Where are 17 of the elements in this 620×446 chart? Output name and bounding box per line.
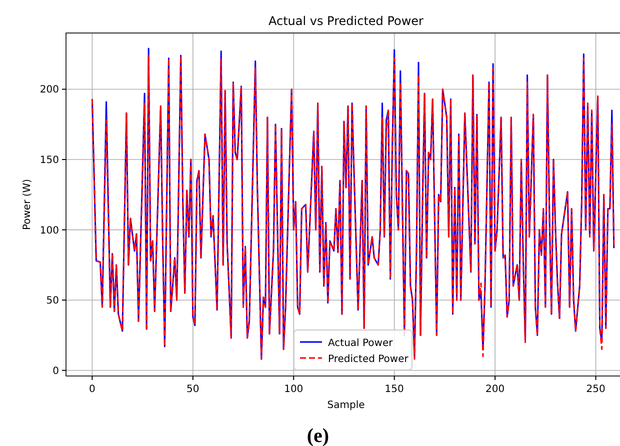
y-tick-label: 50 <box>46 296 59 307</box>
x-tick-label: 50 <box>186 384 200 395</box>
x-tick-label: 200 <box>486 384 505 395</box>
y-tick-label: 100 <box>40 225 59 236</box>
legend-label: Predicted Power <box>328 354 410 365</box>
y-tick-label: 200 <box>40 84 59 96</box>
x-axis-title: Sample <box>327 400 365 411</box>
x-tick-label: 100 <box>284 384 304 395</box>
x-tick-label: 0 <box>89 384 96 395</box>
chart-title: Actual vs Predicted Power <box>268 14 424 28</box>
x-tick-label: 250 <box>586 384 606 395</box>
x-tick-label: 150 <box>384 384 404 395</box>
legend-label: Actual Power <box>328 338 394 349</box>
y-tick-label: 0 <box>52 366 59 377</box>
text: (e) <box>306 425 330 446</box>
y-tick-label: 150 <box>40 155 59 166</box>
y-axis-title: Power (W) <box>22 178 33 230</box>
